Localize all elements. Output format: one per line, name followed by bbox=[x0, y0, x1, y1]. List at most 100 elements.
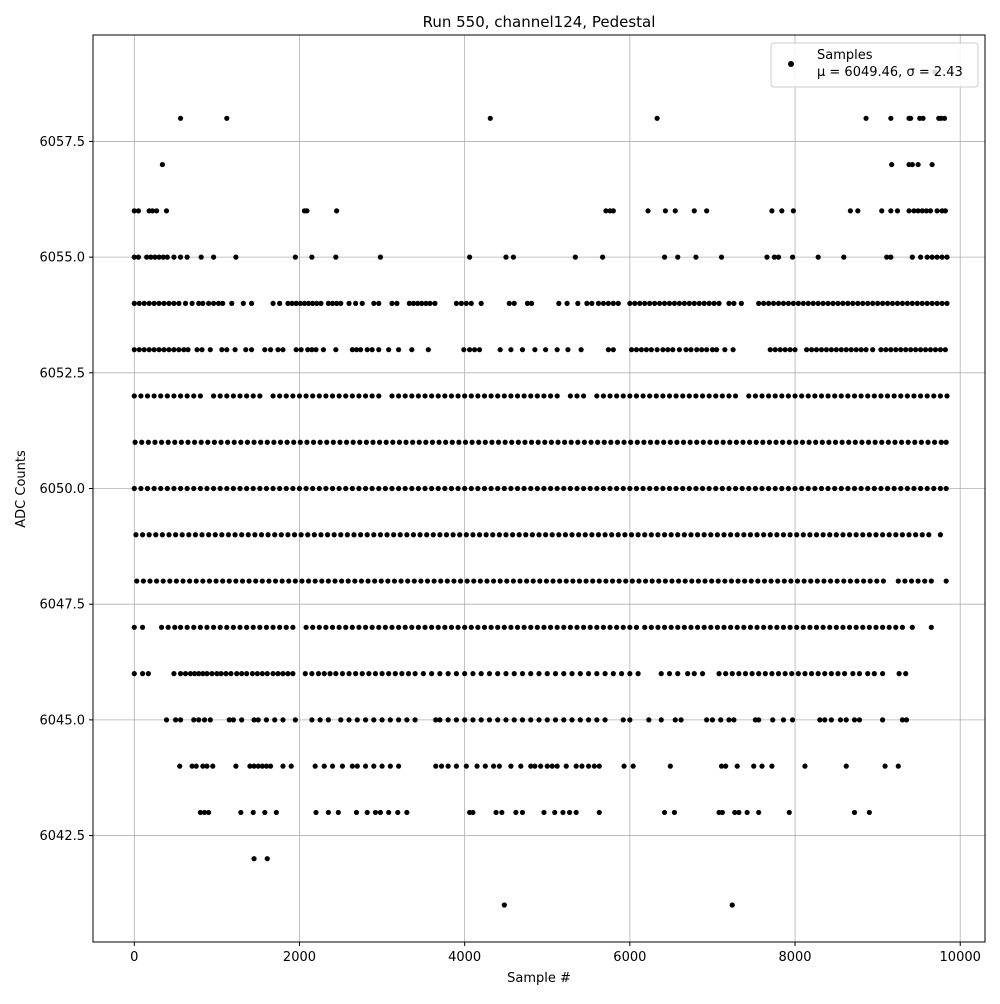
data-point bbox=[787, 347, 793, 353]
data-point bbox=[231, 439, 237, 445]
data-point bbox=[225, 532, 232, 538]
data-point bbox=[794, 578, 801, 584]
data-point bbox=[688, 624, 694, 630]
data-point bbox=[495, 485, 501, 492]
data-point bbox=[420, 671, 426, 677]
data-point bbox=[389, 393, 395, 399]
data-point bbox=[377, 254, 384, 260]
data-point bbox=[654, 115, 660, 121]
data-point bbox=[567, 485, 573, 492]
data-point bbox=[584, 300, 590, 306]
data-point bbox=[207, 347, 213, 353]
data-point bbox=[444, 578, 450, 584]
data-point bbox=[262, 809, 268, 816]
data-point bbox=[865, 300, 871, 306]
data-point bbox=[404, 532, 410, 538]
data-point bbox=[158, 624, 165, 630]
data-point bbox=[756, 809, 762, 816]
data-point bbox=[217, 485, 223, 492]
data-point bbox=[244, 671, 250, 677]
data-point bbox=[924, 254, 930, 260]
data-point bbox=[802, 763, 808, 769]
data-point bbox=[435, 393, 441, 399]
data-point bbox=[823, 347, 830, 353]
data-point bbox=[252, 532, 258, 538]
data-point bbox=[177, 254, 184, 260]
data-point bbox=[464, 578, 470, 584]
data-point bbox=[614, 485, 620, 492]
data-point bbox=[662, 578, 668, 584]
data-point bbox=[856, 717, 863, 723]
data-point bbox=[277, 485, 283, 492]
data-point bbox=[676, 347, 683, 353]
data-point bbox=[514, 624, 521, 630]
data-point bbox=[522, 439, 528, 445]
data-point bbox=[305, 532, 311, 538]
data-point bbox=[562, 439, 568, 445]
data-point bbox=[244, 485, 250, 492]
data-point bbox=[670, 347, 676, 353]
data-point bbox=[627, 717, 633, 723]
data-point bbox=[353, 347, 360, 353]
data-point bbox=[338, 717, 344, 723]
data-point bbox=[770, 300, 777, 306]
data-point bbox=[620, 485, 626, 492]
data-point bbox=[503, 532, 509, 538]
data-point bbox=[171, 347, 177, 353]
data-point bbox=[899, 624, 906, 630]
data-point bbox=[442, 393, 448, 399]
data-point bbox=[792, 393, 798, 399]
data-point bbox=[708, 532, 714, 538]
data-point bbox=[820, 624, 826, 630]
data-point bbox=[372, 809, 379, 816]
data-point bbox=[813, 624, 820, 630]
data-point bbox=[827, 578, 834, 584]
data-point bbox=[873, 532, 879, 538]
data-point bbox=[146, 300, 152, 306]
data-point bbox=[629, 578, 635, 584]
data-point bbox=[189, 300, 195, 306]
data-point bbox=[528, 300, 535, 306]
data-point bbox=[682, 578, 688, 584]
data-point bbox=[904, 485, 910, 492]
data-point bbox=[591, 763, 597, 769]
data-point bbox=[534, 393, 540, 399]
data-point bbox=[675, 671, 681, 677]
data-point bbox=[510, 254, 516, 260]
data-point bbox=[197, 809, 203, 816]
data-point bbox=[718, 763, 725, 769]
data-point bbox=[915, 578, 921, 584]
data-point bbox=[451, 578, 457, 584]
data-point bbox=[293, 347, 299, 353]
data-point bbox=[826, 439, 832, 445]
data-point bbox=[243, 347, 249, 353]
data-point bbox=[678, 717, 684, 723]
data-point bbox=[529, 532, 535, 538]
data-point bbox=[196, 717, 202, 723]
data-point bbox=[376, 485, 382, 492]
data-point bbox=[449, 439, 455, 445]
data-point bbox=[681, 624, 687, 630]
data-point bbox=[481, 393, 488, 399]
data-point bbox=[386, 347, 392, 353]
data-point bbox=[206, 809, 212, 816]
data-point bbox=[489, 439, 495, 445]
data-point bbox=[908, 578, 915, 584]
data-point bbox=[519, 347, 526, 353]
data-point bbox=[412, 717, 418, 723]
data-point bbox=[573, 809, 579, 816]
data-point bbox=[402, 485, 408, 492]
data-point bbox=[779, 208, 785, 214]
data-point bbox=[151, 300, 157, 306]
data-point bbox=[159, 161, 165, 168]
data-point bbox=[893, 347, 899, 353]
data-point bbox=[572, 254, 578, 260]
data-point bbox=[275, 671, 281, 677]
data-point bbox=[390, 439, 396, 445]
data-point bbox=[751, 763, 757, 769]
data-point bbox=[247, 763, 253, 769]
data-point bbox=[867, 578, 873, 584]
data-point bbox=[415, 624, 422, 630]
data-point bbox=[387, 763, 393, 769]
data-point bbox=[730, 347, 736, 353]
